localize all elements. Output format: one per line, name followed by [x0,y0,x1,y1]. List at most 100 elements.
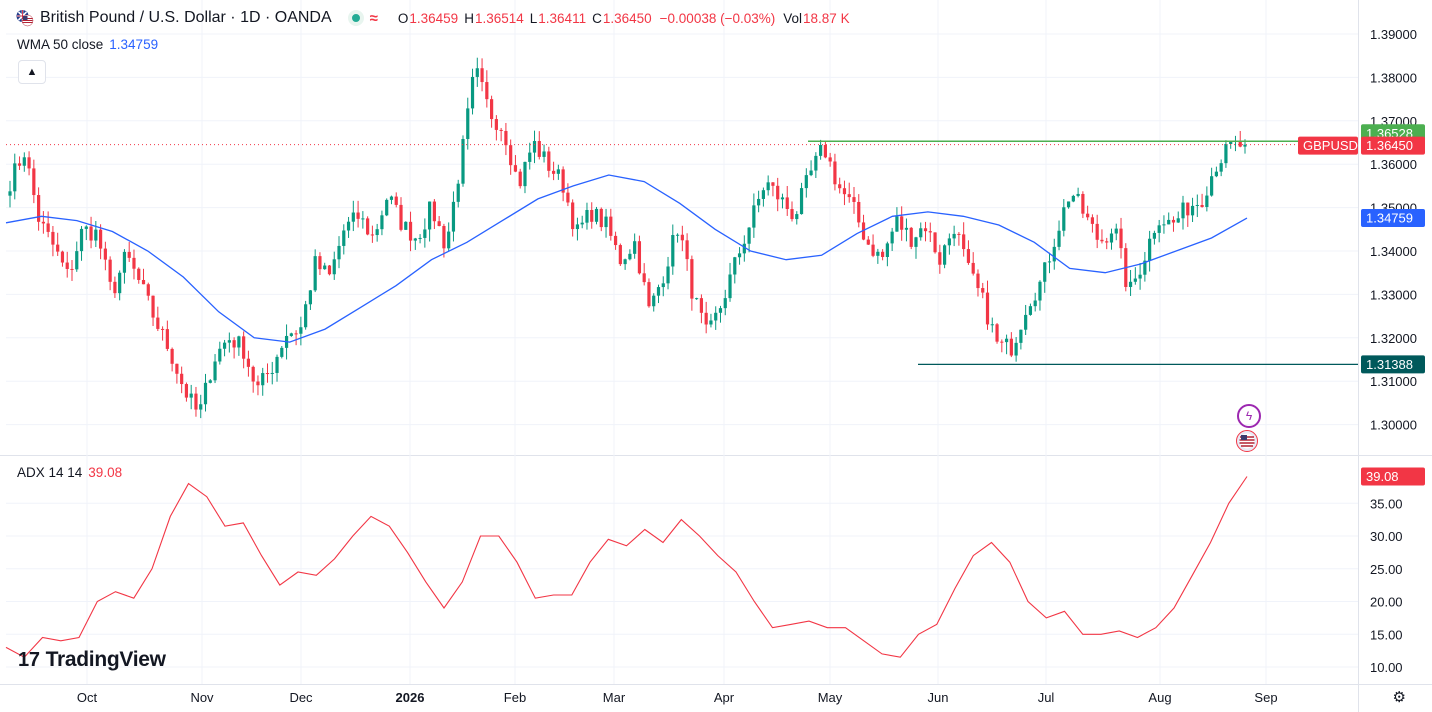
candle-body [866,239,870,245]
time-tick-label: Jul [1038,690,1055,705]
tradingview-logo[interactable]: 17 TradingView [18,648,166,672]
candle-body [709,320,713,325]
candle-body [37,195,41,222]
candle-body [704,312,708,325]
candle-body [513,165,518,172]
last-price-badge: 1.36450 [1361,136,1425,155]
candle-body [189,393,193,398]
candle-body [1243,144,1247,147]
candle-body [757,198,761,206]
candle-body [275,356,279,373]
market-status-icon[interactable] [347,10,364,26]
symbol-title[interactable]: British Pound / U.S. Dollar · 1D · OANDA [40,9,332,26]
time-tick-label: Feb [504,690,526,705]
adx-value-badge: 39.08 [1361,467,1425,486]
time-tick-label: Oct [77,690,98,705]
brand-name: TradingView [45,648,166,671]
candle-body [346,221,351,231]
candle-body [885,243,889,257]
candle-body [976,273,980,289]
candle-body [1014,342,1018,356]
candle-body [442,225,446,249]
candle-body [1238,140,1242,147]
candle-body [75,251,79,270]
candle-body [394,196,398,205]
candle-body [56,244,60,252]
us-flag-event-icon[interactable] [1236,430,1258,452]
volume-value: 18.87 K [803,10,850,26]
candle-body [361,218,365,220]
candle-body [957,233,961,235]
candle-body [1133,278,1137,282]
lightning-event-icon[interactable]: ϟ [1237,404,1261,428]
candle-body [160,328,165,330]
candle-body [60,251,65,263]
adx-legend[interactable]: ADX 14 14 39.08 [17,465,122,480]
support-price-badge-bg [1361,355,1425,374]
candle-body [714,312,718,321]
candle-body [1004,338,1009,343]
collapse-legend-button[interactable]: ▲ [18,60,46,84]
candle-body [1205,195,1209,207]
candle-body [1210,176,1214,196]
candle-body [461,139,465,184]
adx-line [5,476,1248,658]
candle-body [623,259,627,265]
candle-body [509,145,513,166]
candle-body [628,253,632,260]
candle-body [318,256,322,270]
candle-body [1071,195,1075,202]
candle-body [332,259,336,275]
adx-tick-label: 20.00 [1370,595,1403,610]
chart-header: British Pound / U.S. Dollar · 1D · OANDA… [16,9,850,27]
candle-body [1009,338,1013,356]
candle-body [113,281,117,294]
candle-body [1109,233,1114,243]
candle-body [923,228,928,232]
candle-body [399,204,403,230]
wma-legend[interactable]: WMA 50 close 1.34759 [17,37,158,52]
price-tick-label: 1.38000 [1370,70,1417,85]
candle-body [485,82,489,100]
candle-body [251,366,255,382]
candle-body [46,223,50,232]
candle-body [1028,306,1033,315]
candle-body [246,358,251,367]
candle-body [590,209,594,222]
candle-body [437,221,441,226]
candle-body [1167,219,1171,225]
time-tick-label: Jun [928,690,949,705]
candle-body [895,216,899,232]
candle-body [451,201,456,232]
candle-body [776,185,780,200]
gear-icon[interactable]: ⚙ [1392,689,1406,706]
candle-body [528,152,532,162]
candle-body [70,268,74,270]
candle-body [618,245,622,265]
candle-body [799,188,804,215]
time-tick-label: Nov [190,690,214,705]
candle-body [375,229,379,236]
high-label: H [464,10,474,26]
candle-body [17,163,22,166]
candle-body [594,208,599,222]
candle-body [1162,224,1166,226]
candle-body [675,234,680,236]
wma-line [5,174,1248,343]
candle-body [857,201,861,223]
tradingview-mark-icon: 17 [18,648,40,671]
candle-body [51,231,55,245]
candle-body [337,245,341,260]
time-tick-label: May [818,690,843,705]
adx-tick-label: 30.00 [1370,529,1403,544]
adx-tick-label: 25.00 [1370,562,1403,577]
candle-body [270,372,274,374]
candle-body [294,333,298,335]
candle-body [22,157,26,166]
candle-body [881,251,885,257]
candle-body [118,272,122,294]
wave-icon[interactable]: ≈ [369,9,378,27]
candle-body [933,232,937,253]
candle-body [1076,193,1080,196]
